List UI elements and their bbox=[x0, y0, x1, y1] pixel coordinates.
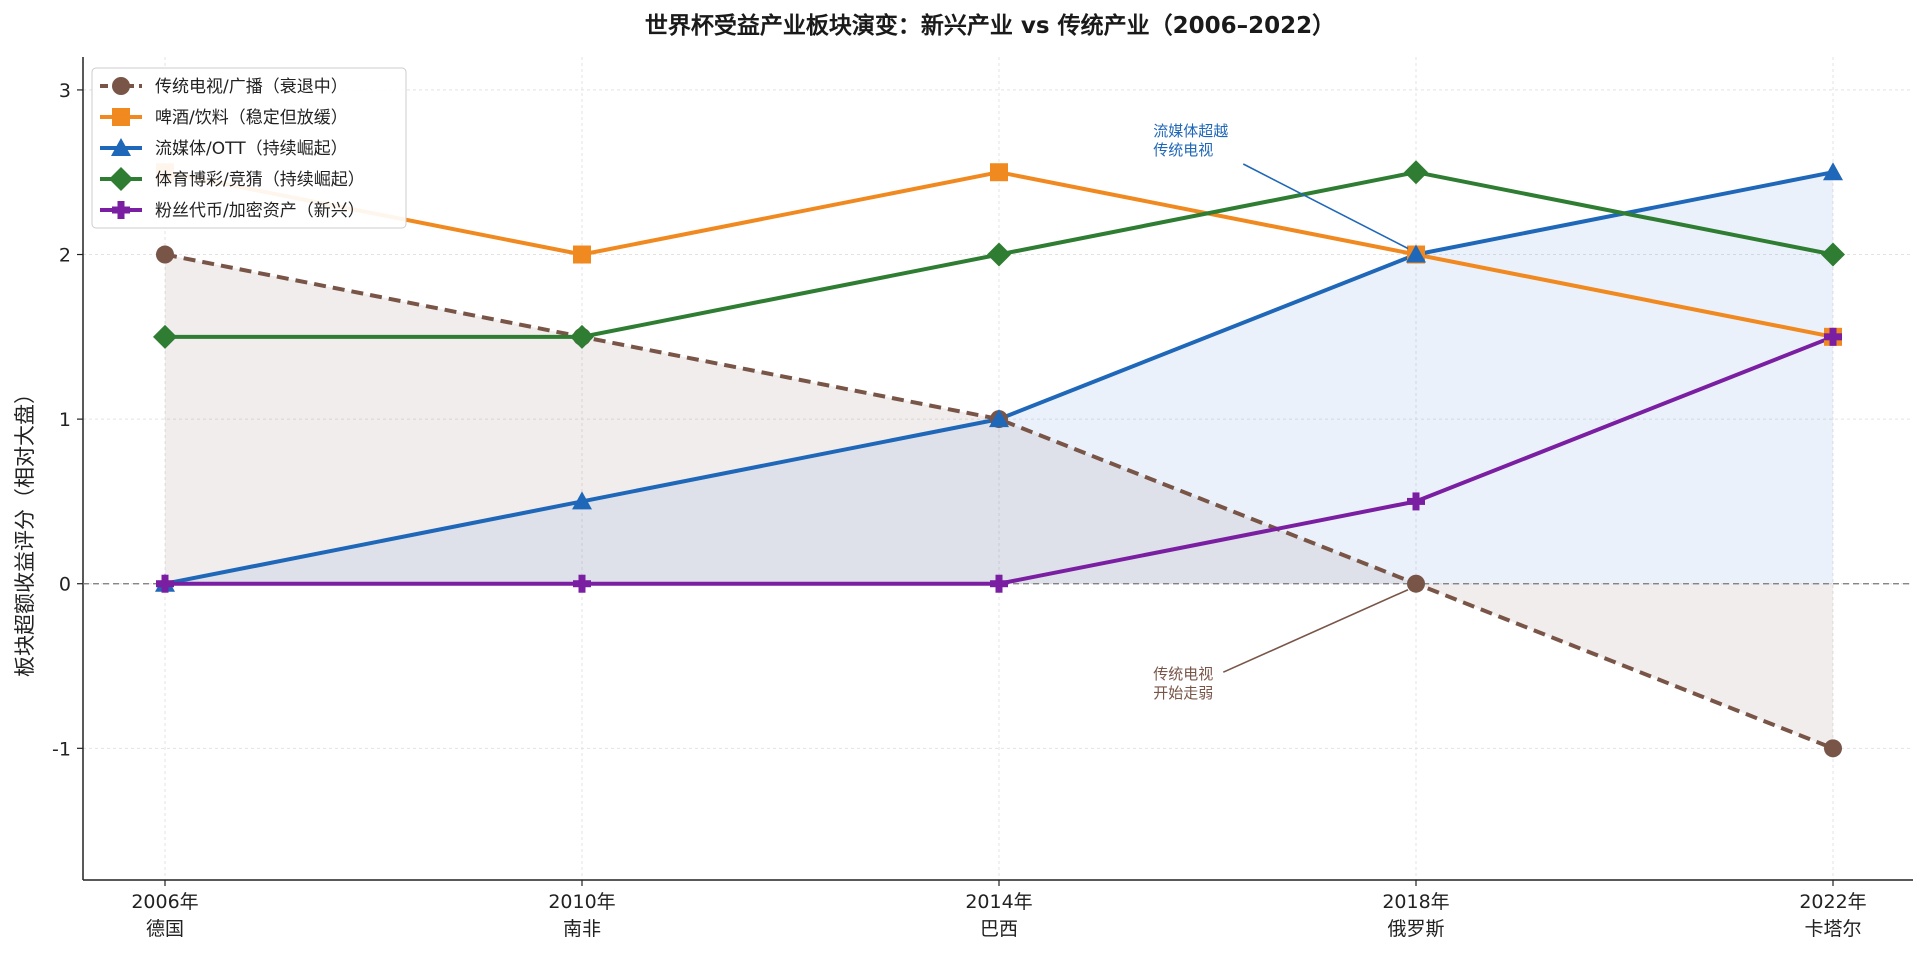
x-tick-label-host: 卡塔尔 bbox=[1804, 918, 1861, 940]
data-point bbox=[1406, 244, 1426, 263]
legend-entry: 粉丝代币/加密资产（新兴） bbox=[100, 201, 365, 221]
data-point bbox=[989, 409, 1009, 428]
x-tick-label: 2018年 bbox=[1382, 891, 1449, 913]
data-point bbox=[153, 324, 177, 349]
y-tick-label: 0 bbox=[59, 574, 71, 596]
data-point bbox=[156, 574, 174, 593]
legend-marker bbox=[109, 167, 133, 191]
x-tick-label-host: 俄罗斯 bbox=[1387, 918, 1444, 940]
x-tick-label-host: 南非 bbox=[563, 918, 601, 940]
area-fill bbox=[165, 254, 1833, 749]
annotation-arrow bbox=[1222, 588, 1409, 673]
annotation-text: 流媒体超越 bbox=[1153, 122, 1228, 140]
data-point bbox=[1404, 160, 1428, 185]
area-fills bbox=[165, 172, 1833, 749]
annotation-text: 传统电视 bbox=[1153, 665, 1213, 683]
data-point bbox=[1407, 574, 1425, 593]
data-point bbox=[990, 574, 1008, 593]
data-point bbox=[573, 574, 591, 593]
annotation-text: 开始走弱 bbox=[1153, 684, 1213, 702]
x-tick-label-host: 巴西 bbox=[980, 918, 1018, 940]
data-point bbox=[1823, 162, 1843, 181]
data-point bbox=[1821, 242, 1845, 267]
area-fill bbox=[165, 172, 1833, 584]
series-line bbox=[164, 252, 1834, 751]
data-point bbox=[1407, 492, 1425, 511]
y-axis-label: 板块超额收益评分（相对大盘） bbox=[13, 383, 37, 677]
legend-label: 传统电视/广播（衰退中） bbox=[155, 77, 348, 97]
legend-label: 粉丝代币/加密资产（新兴） bbox=[155, 201, 365, 221]
x-tick-label: 2022年 bbox=[1799, 891, 1866, 913]
data-point bbox=[990, 163, 1008, 182]
data-point bbox=[570, 324, 594, 349]
y-tick-label: 3 bbox=[59, 80, 71, 102]
data-point bbox=[156, 245, 174, 264]
legend-marker bbox=[112, 77, 130, 95]
annotation-arrow bbox=[1242, 163, 1409, 250]
legend-entry: 传统电视/广播（衰退中） bbox=[100, 77, 348, 97]
legend-entry: 啤酒/饮料（稳定但放缓） bbox=[100, 108, 348, 128]
data-point bbox=[573, 245, 591, 264]
x-tick-label: 2014年 bbox=[965, 891, 1032, 913]
legend-marker bbox=[111, 138, 131, 156]
legend-label: 体育博彩/竞猜（持续崛起） bbox=[155, 170, 365, 190]
y-tick-label: 2 bbox=[59, 245, 71, 267]
x-tick-label: 2010年 bbox=[548, 891, 615, 913]
legend-label: 啤酒/饮料（稳定但放缓） bbox=[155, 108, 348, 128]
data-point bbox=[1824, 739, 1842, 758]
x-tick-label: 2006年 bbox=[131, 891, 198, 913]
annotation-text: 传统电视 bbox=[1153, 141, 1213, 159]
legend-box bbox=[91, 67, 407, 229]
y-tick-label: 1 bbox=[59, 409, 71, 431]
data-point bbox=[572, 491, 592, 510]
data-point bbox=[1824, 327, 1842, 346]
x-tick-label-host: 德国 bbox=[146, 918, 184, 940]
y-tick-label: -1 bbox=[52, 738, 71, 760]
data-point bbox=[987, 242, 1011, 267]
legend-marker bbox=[112, 108, 130, 126]
legend-entry: 体育博彩/竞猜（持续崛起） bbox=[100, 167, 365, 191]
legend-marker bbox=[112, 201, 130, 219]
legend: 传统电视/广播（衰退中） 啤酒/饮料（稳定但放缓） 流媒体/OTT（持续崛起） 体育博… bbox=[91, 67, 407, 229]
legend-label: 流媒体/OTT（持续崛起） bbox=[155, 139, 348, 159]
chart-title: 世界杯受益产业板块演变：新兴产业 vs 传统产业（2006–2022） bbox=[645, 12, 1335, 39]
legend-entry: 流媒体/OTT（持续崛起） bbox=[100, 138, 348, 159]
